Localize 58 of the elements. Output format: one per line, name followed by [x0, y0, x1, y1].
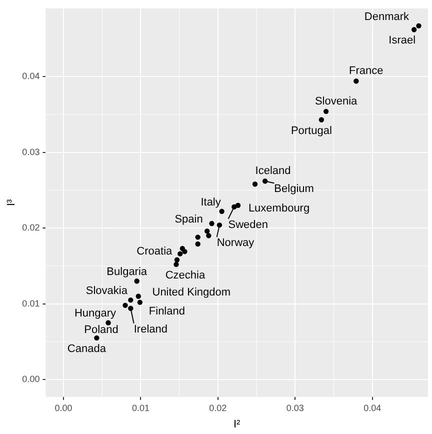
point — [106, 320, 111, 326]
point — [416, 23, 422, 28]
x-tick-label: 0.03 — [286, 402, 304, 413]
annotation: Spain — [174, 214, 203, 226]
point — [134, 278, 140, 284]
point — [209, 220, 214, 226]
annotation: Norway — [216, 237, 255, 250]
annotation: Finland — [148, 305, 185, 318]
point — [206, 233, 212, 238]
x-axis-title: I² — [233, 418, 241, 430]
point — [136, 294, 141, 299]
point — [177, 251, 183, 256]
annotation: Ireland — [134, 323, 168, 336]
point — [174, 257, 180, 262]
point — [174, 262, 179, 268]
annotation: Sweden — [228, 218, 268, 231]
annotation: Belgium — [274, 183, 314, 196]
y-tick-label: 0.04 — [22, 71, 40, 82]
point — [219, 208, 224, 214]
annotation: Israel — [388, 34, 416, 47]
annotation: Portugal — [290, 124, 332, 137]
point — [137, 300, 143, 305]
x-tick-label: 0.00 — [54, 402, 72, 413]
y-tick-label: 0.02 — [22, 222, 40, 233]
annotation: United Kingdom — [152, 286, 231, 298]
annotation: Italy — [200, 196, 222, 208]
point — [235, 202, 241, 208]
point — [182, 248, 188, 254]
annotation: Poland — [84, 324, 118, 336]
annotation: Luxembourg — [248, 202, 310, 214]
y-axis-title: I³ — [6, 199, 18, 206]
annotation: Bulgaria — [106, 266, 148, 278]
annotation: Canada — [67, 342, 107, 355]
point — [122, 302, 128, 308]
point — [195, 241, 200, 247]
point — [94, 335, 100, 341]
x-tick-label: 0.02 — [209, 402, 227, 413]
annotation: Slovakia — [86, 285, 128, 298]
point — [128, 297, 134, 303]
annotation: Croatia — [136, 246, 174, 258]
point — [354, 78, 359, 84]
y-tick-label: 0.01 — [22, 298, 40, 308]
point — [318, 117, 324, 122]
annotation: Iceland — [255, 165, 291, 178]
y-tick-label: 0.03 — [22, 146, 40, 157]
x-tick-label: 0.01 — [132, 402, 150, 413]
point — [204, 228, 210, 234]
point — [195, 234, 200, 240]
point — [252, 182, 258, 187]
annotation: Hungary — [74, 307, 117, 320]
x-tick-label: 0.04 — [364, 402, 382, 413]
annotation: Denmark — [364, 10, 410, 23]
point — [412, 27, 417, 32]
y-tick-label: 0.00 — [22, 374, 40, 384]
annotation: France — [349, 65, 384, 78]
point — [323, 108, 329, 114]
annotation: Czechia — [165, 269, 206, 282]
annotation: Slovenia — [314, 95, 358, 108]
